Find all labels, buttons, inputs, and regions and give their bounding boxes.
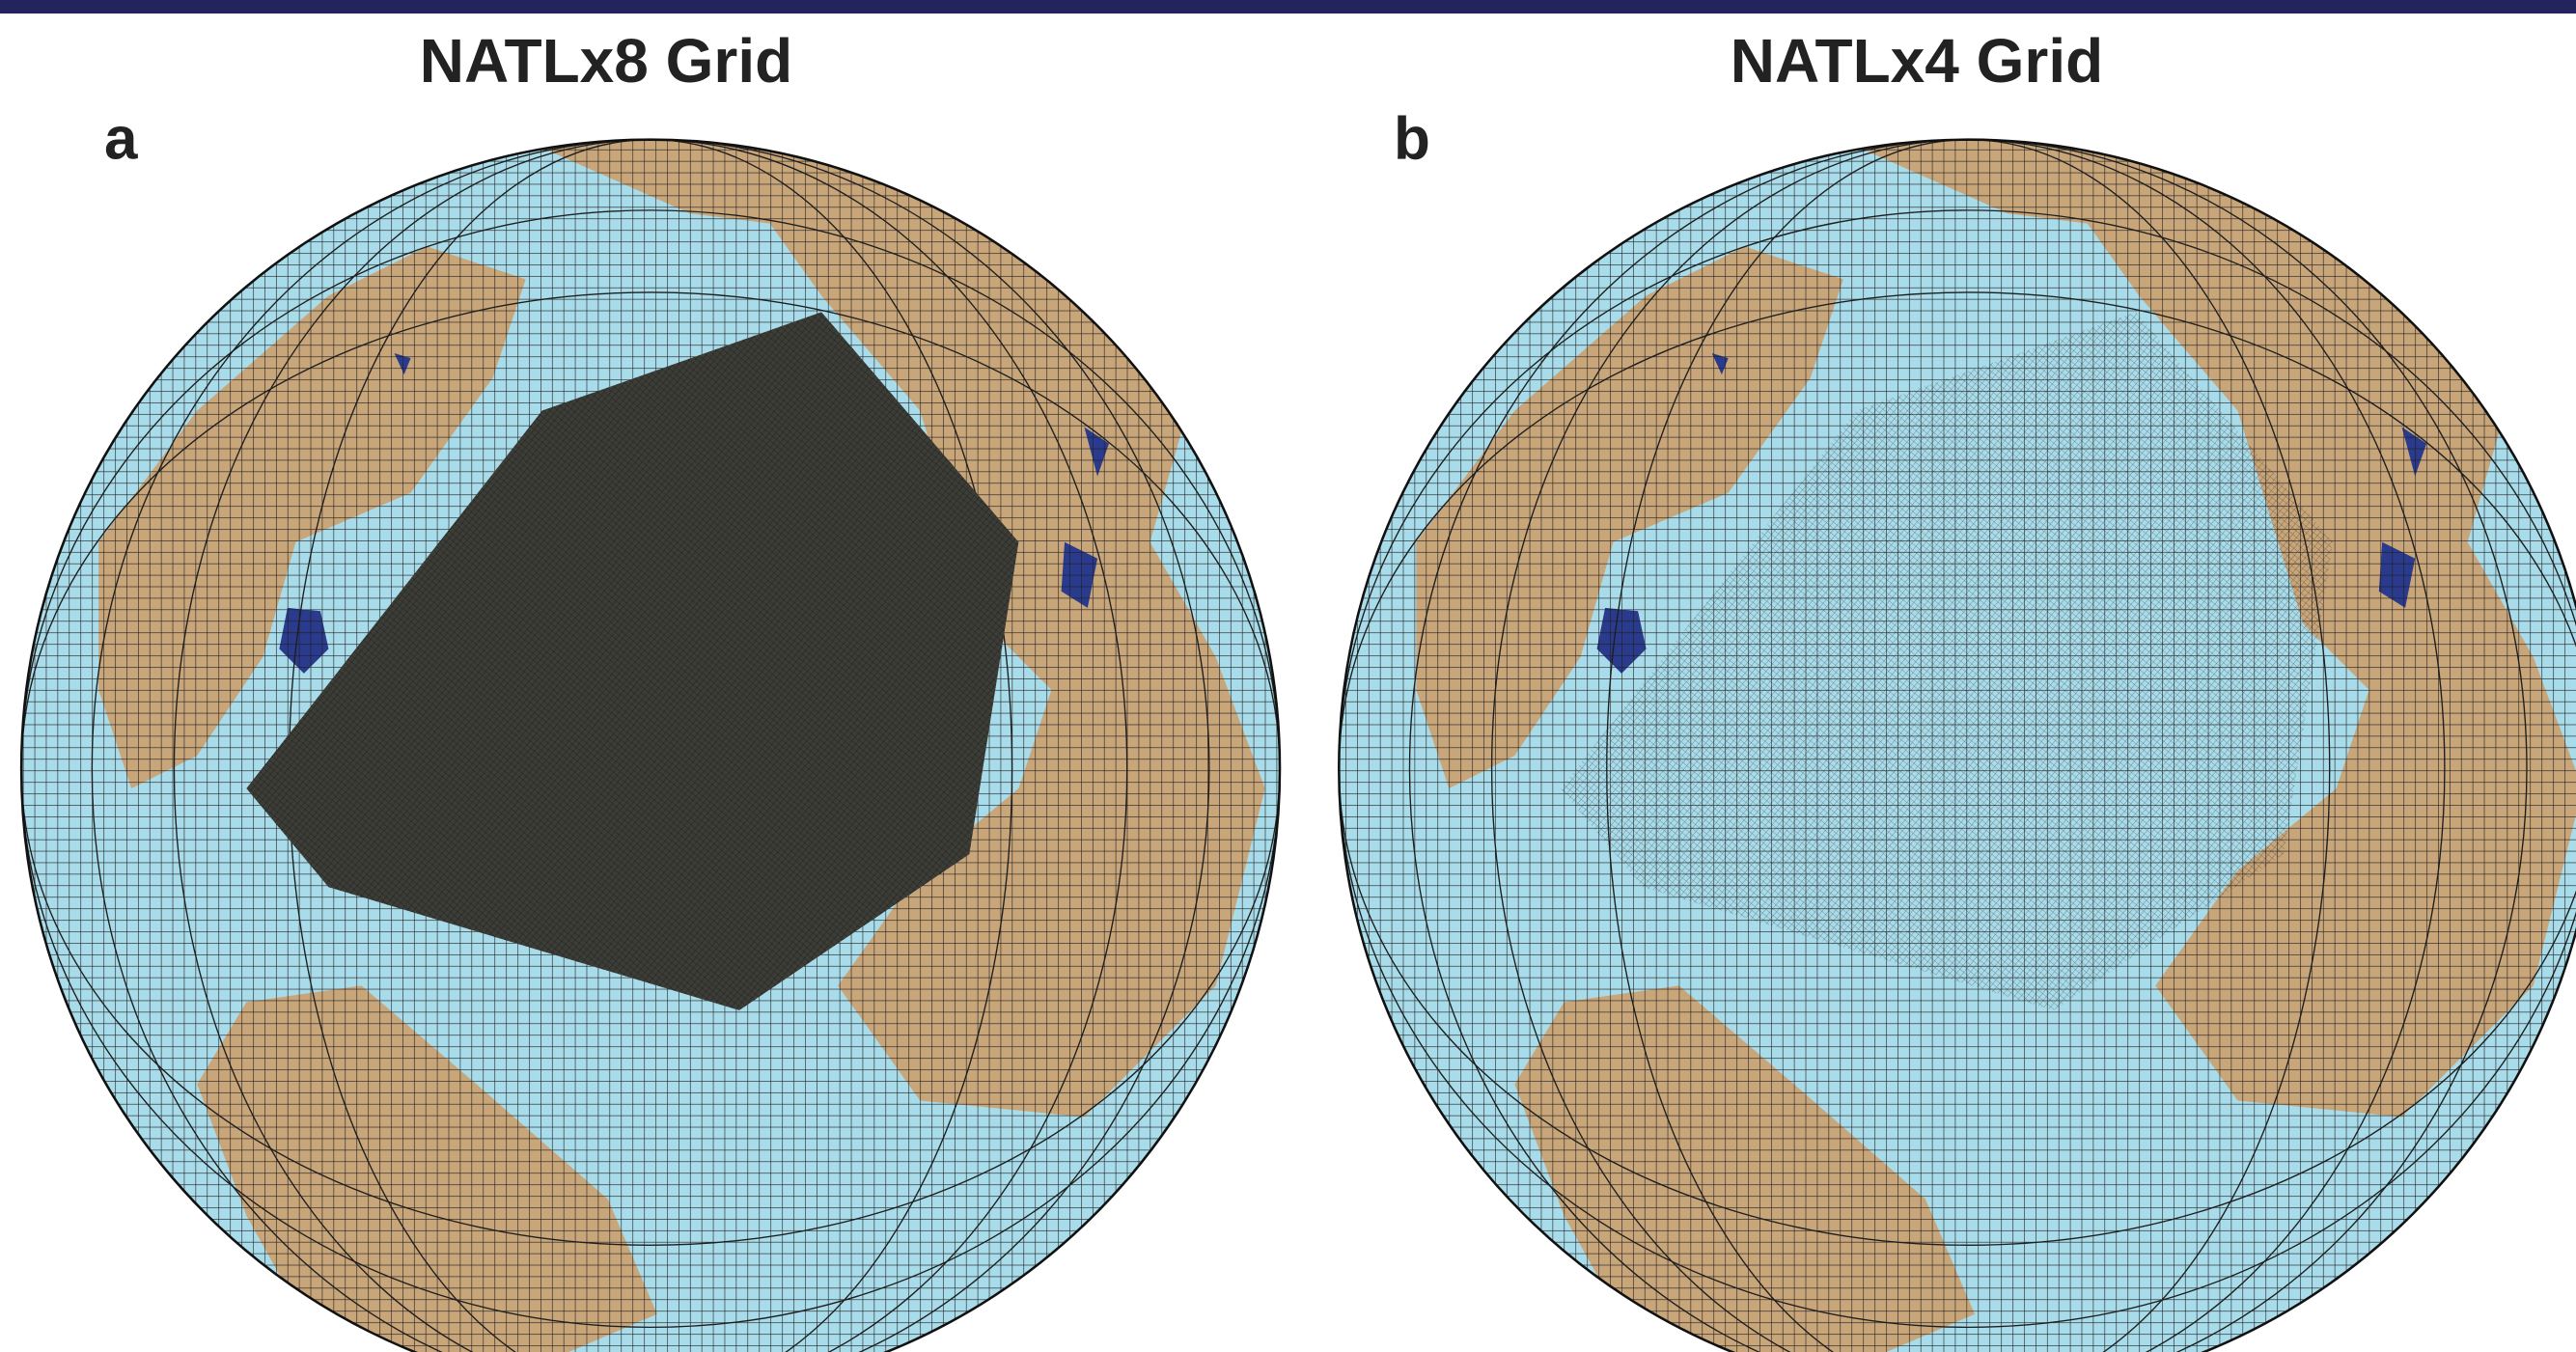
- panel-title: NATLx8 Grid: [420, 26, 792, 96]
- panel-title: NATLx4 Grid: [1731, 26, 2103, 96]
- figure: NATLx8 Grid NATLx4 Grid a b: [0, 0, 2576, 1352]
- page: NATLx8 Grid NATLx4 Grid a b (() => { con…: [0, 0, 2576, 1352]
- globe-b: [1315, 0, 2576, 1352]
- top-bar: [0, 0, 2576, 14]
- panel-label: a: [104, 105, 138, 172]
- globes: [0, 0, 2576, 1352]
- globe-a: [0, 0, 1315, 1352]
- panel-label: b: [1394, 105, 1430, 172]
